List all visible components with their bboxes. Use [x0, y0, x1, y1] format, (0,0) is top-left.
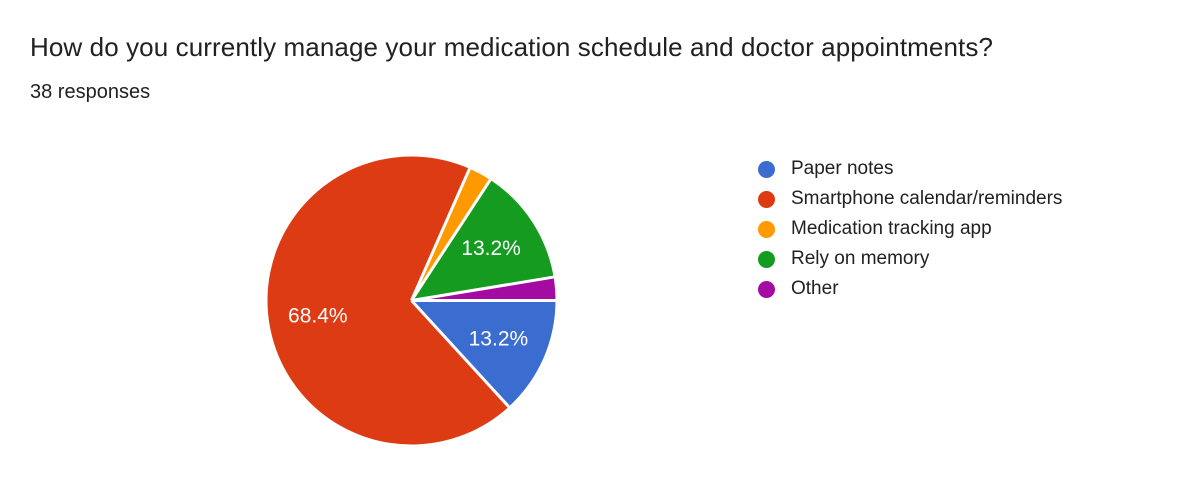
- slice-separator: [411, 275, 554, 302]
- response-count: 38 responses: [30, 81, 151, 103]
- legend-color-dot-icon: [758, 280, 775, 298]
- legend-item-paper-notes: Paper notes: [758, 154, 1062, 184]
- chart-legend: Paper notes Smartphone calendar/reminders…: [758, 154, 1062, 304]
- pie-chart: 13.2% 68.4% 13.2%: [267, 156, 556, 445]
- slice-separator: [410, 168, 471, 302]
- legend-color-dot-icon: [758, 250, 775, 268]
- question-title: How do you currently manage your medicat…: [30, 32, 994, 62]
- pie-slice-medication-tracking-app: [411, 168, 491, 301]
- pie-chart-svg: 13.2% 68.4% 13.2%: [267, 156, 556, 445]
- legend-label: Smartphone calendar/reminders: [791, 188, 1063, 209]
- legend-label: Rely on memory: [791, 248, 930, 269]
- slice-percent-label: 13.2%: [469, 327, 529, 350]
- legend-color-dot-icon: [758, 220, 775, 238]
- legend-color-dot-icon: [758, 160, 775, 178]
- legend-label: Medication tracking app: [791, 218, 992, 239]
- pie-slice-rely-on-memory: [411, 179, 554, 301]
- pie-slice-smartphone-calendar-reminders: [267, 156, 509, 445]
- legend-color-dot-icon: [758, 190, 775, 208]
- slice-percent-label: 68.4%: [288, 305, 348, 328]
- legend-item-other: Other: [758, 274, 1062, 304]
- slice-separator: [410, 179, 492, 302]
- legend-item-rely-on-memory: Rely on memory: [758, 244, 1062, 274]
- slice-percent-label: 13.2%: [461, 237, 521, 260]
- legend-label: Paper notes: [791, 158, 894, 179]
- pie-slice-paper-notes: [411, 300, 556, 407]
- legend-item-smartphone-calendar-reminders: Smartphone calendar/reminders: [758, 184, 1062, 214]
- legend-label: Other: [791, 278, 839, 299]
- legend-item-medication-tracking-app: Medication tracking app: [758, 214, 1062, 244]
- slice-separator: [410, 299, 510, 408]
